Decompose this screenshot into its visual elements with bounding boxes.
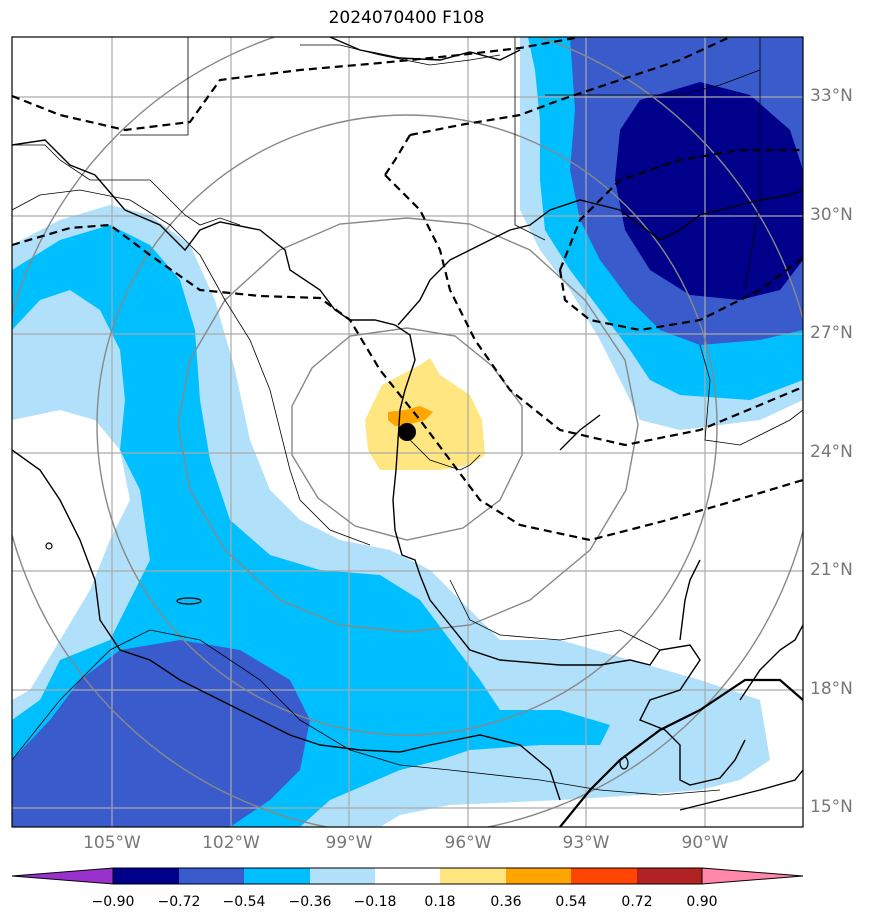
lat-label: 27°N bbox=[810, 323, 853, 343]
colorbar-min-arrow bbox=[11, 867, 114, 885]
map-title: 2024070400 F108 bbox=[328, 8, 485, 28]
colorbar-bin bbox=[113, 868, 179, 884]
colorbar-tick-label: 0.18 bbox=[424, 894, 456, 910]
lat-label: 30°N bbox=[810, 205, 853, 225]
colorbar-tick-label: −0.36 bbox=[288, 894, 332, 910]
colorbar-tick-label: −0.72 bbox=[157, 894, 201, 910]
lon-label: 96°W bbox=[444, 833, 492, 853]
lon-label: 102°W bbox=[202, 833, 260, 853]
colorbar-tick-label: −0.54 bbox=[222, 894, 266, 910]
coastlines bbox=[12, 37, 803, 811]
map-fields bbox=[12, 37, 803, 827]
colorbar-tick-label: 0.36 bbox=[490, 894, 522, 910]
colorbar-tick-label: 0.90 bbox=[686, 894, 718, 910]
lat-label: 21°N bbox=[810, 560, 853, 580]
lon-label: 105°W bbox=[83, 833, 141, 853]
lat-label: 24°N bbox=[810, 442, 853, 462]
storm-center-marker bbox=[398, 423, 416, 441]
dashed-contours bbox=[12, 37, 803, 542]
field-darkblue-east bbox=[615, 82, 803, 300]
colorbar-tick-label: −0.90 bbox=[91, 894, 135, 910]
solid-contour bbox=[559, 678, 803, 827]
colorbar bbox=[11, 867, 804, 885]
colorbar-bin bbox=[637, 868, 702, 884]
colorbar-max-arrow bbox=[701, 867, 804, 885]
colorbar-bin bbox=[244, 868, 310, 884]
colorbar-tick-label: −0.18 bbox=[353, 894, 397, 910]
lat-label: 15°N bbox=[810, 797, 853, 817]
colorbar-tick-label: 0.54 bbox=[555, 894, 587, 910]
graticule bbox=[12, 37, 803, 827]
colorbar-bin bbox=[310, 868, 375, 884]
political-borders bbox=[12, 37, 803, 796]
colorbar-bin bbox=[506, 868, 571, 884]
field-royalblue-sw bbox=[12, 640, 310, 827]
lon-label: 99°W bbox=[325, 833, 373, 853]
lat-label: 18°N bbox=[810, 679, 853, 699]
colorbar-bin bbox=[571, 868, 637, 884]
colorbar-bin bbox=[179, 868, 244, 884]
lat-label: 33°N bbox=[810, 86, 853, 106]
colorbar-bin bbox=[440, 868, 506, 884]
map-frame bbox=[11, 36, 804, 828]
colorbar-bin bbox=[375, 868, 440, 884]
colorbar-tick-label: 0.72 bbox=[621, 894, 653, 910]
lon-label: 93°W bbox=[562, 833, 610, 853]
field-white-west bbox=[12, 410, 130, 700]
lon-label: 90°W bbox=[681, 833, 729, 853]
